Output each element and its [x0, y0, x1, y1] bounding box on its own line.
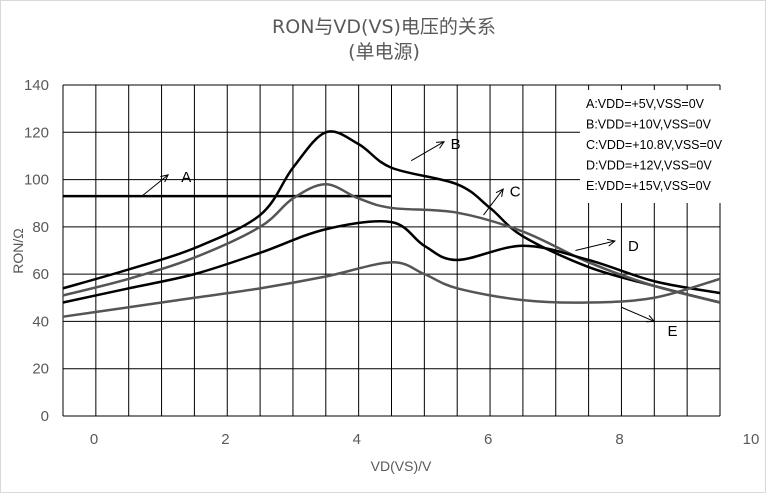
y-tick-label: 100 [24, 172, 49, 189]
y-tick-label: 80 [32, 219, 49, 236]
arrow-shaft-e [621, 306, 655, 322]
arrow-head-d [606, 238, 616, 247]
y-tick-label: 120 [24, 124, 49, 141]
x-tick-label: 8 [615, 431, 623, 448]
grid [62, 84, 721, 417]
series-label-d: D [628, 238, 639, 255]
arrow-shaft-b [410, 141, 445, 162]
legend-entry: A:VDD=+5V,VSS=0V [586, 97, 705, 111]
arrow-head-e [646, 315, 656, 323]
arrow-head-c [495, 188, 504, 197]
arrow-shaft-d [575, 240, 615, 251]
x-tick-label: 6 [484, 431, 492, 448]
y-tick-label: 60 [32, 266, 49, 283]
y-tick-label: 0 [41, 408, 49, 425]
series-lines [62, 130, 721, 318]
x-tick-label: 2 [221, 431, 229, 448]
series-label-c: C [510, 183, 521, 200]
arrow-head-a [160, 174, 170, 183]
chart-title: RON与VD(VS)电压的关系 [272, 16, 496, 38]
series-line-c [62, 183, 721, 304]
x-tick-label: 10 [743, 431, 760, 448]
axis-ticks: 0 20 40 60 80 100 120 140 0 2 4 6 8 10 [24, 77, 759, 448]
arrow-head-b [436, 141, 446, 149]
series-line-e [62, 261, 721, 318]
series-annotations: A B C D E [141, 136, 677, 340]
series-label-e: E [667, 323, 677, 340]
legend-entry: C:VDD=+10.8V,VSS=0V [586, 138, 723, 152]
series-label-b: B [451, 136, 461, 153]
legend-entry: D:VDD=+12V,VSS=0V [586, 159, 712, 173]
series-line-b [62, 130, 721, 304]
legend-entry: E:VDD=+15V,VSS=0V [586, 179, 712, 193]
x-tick-label: 4 [353, 431, 361, 448]
legend: A:VDD=+5V,VSS=0V B:VDD=+10V,VSS=0V C:VDD=+… [580, 90, 734, 203]
series-label-a: A [181, 169, 191, 186]
y-tick-label: 40 [32, 313, 49, 330]
legend-entry: B:VDD=+10V,VSS=0V [586, 118, 712, 132]
y-tick-label: 140 [24, 77, 49, 94]
y-axis-label: RON/Ω [10, 228, 26, 273]
x-tick-label: 0 [90, 431, 98, 448]
arrow-shaft-a [141, 174, 169, 197]
legend-box [580, 90, 734, 203]
arrow-shaft-c [483, 188, 504, 216]
chart-subtitle: (单电源) [348, 41, 420, 63]
series-line-d [62, 220, 721, 304]
y-tick-label: 20 [32, 361, 49, 378]
x-axis-label: VD(VS)/V [371, 458, 432, 474]
